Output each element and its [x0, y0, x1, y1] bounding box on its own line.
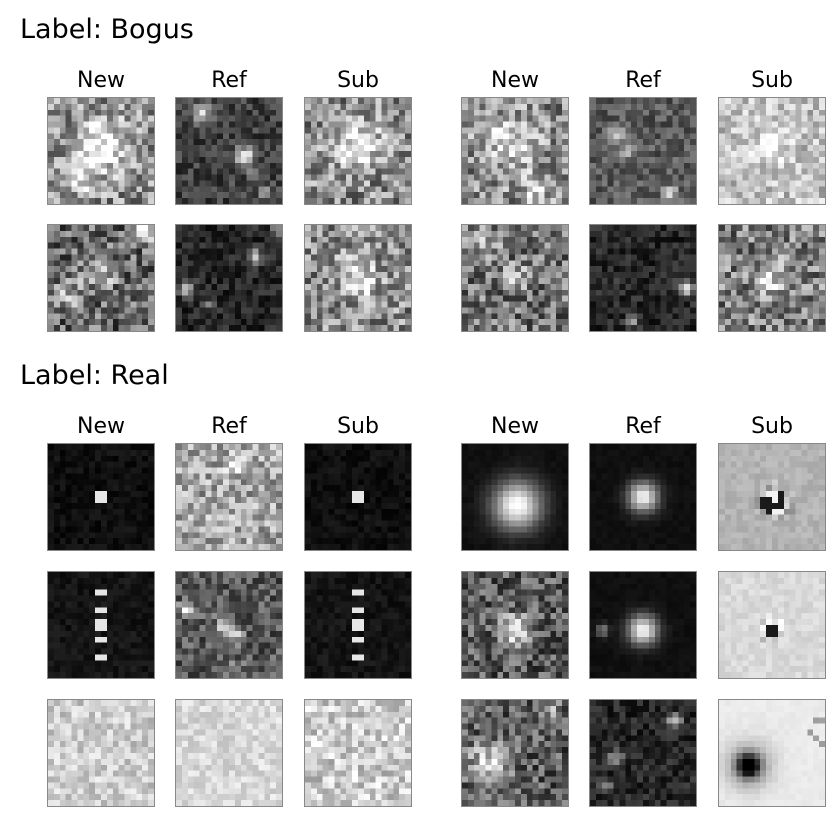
- image-stamp: [589, 224, 697, 332]
- image-stamp: [589, 97, 697, 205]
- stamp-pixels: [48, 444, 154, 550]
- column-label-sub: Sub: [337, 68, 379, 93]
- stamp-pixels: [590, 572, 696, 678]
- image-stamp: [718, 224, 826, 332]
- column-label-ref: Ref: [211, 68, 247, 93]
- stamp-pixels: [176, 700, 282, 806]
- stamp-pixels: [305, 700, 411, 806]
- image-stamp: [47, 97, 155, 205]
- stamp-pixels: [719, 98, 825, 204]
- stamp-pixels: [462, 572, 568, 678]
- image-stamp: [461, 571, 569, 679]
- stamp-pixels: [176, 444, 282, 550]
- stamp-pixels: [176, 572, 282, 678]
- stamp-pixels: [48, 700, 154, 806]
- column-label-sub: Sub: [337, 414, 379, 439]
- stamp-pixels: [719, 444, 825, 550]
- image-stamp: [461, 699, 569, 807]
- image-stamp: [718, 97, 826, 205]
- stamp-pixels: [719, 572, 825, 678]
- stamp-pixels: [305, 98, 411, 204]
- stamp-pixels: [48, 572, 154, 678]
- stamp-pixels: [590, 98, 696, 204]
- image-stamp: [175, 571, 283, 679]
- image-stamp: [304, 699, 412, 807]
- image-stamp: [47, 571, 155, 679]
- image-stamp: [461, 443, 569, 551]
- section-title-real: Label: Real: [20, 360, 169, 391]
- image-stamp: [589, 443, 697, 551]
- column-label-sub: Sub: [751, 414, 793, 439]
- column-label-ref: Ref: [211, 414, 247, 439]
- image-stamp: [718, 443, 826, 551]
- stamp-pixels: [48, 98, 154, 204]
- image-stamp: [461, 97, 569, 205]
- image-stamp: [589, 699, 697, 807]
- column-label-new: New: [491, 414, 539, 439]
- stamp-pixels: [590, 700, 696, 806]
- column-label-sub: Sub: [751, 68, 793, 93]
- image-stamp: [175, 699, 283, 807]
- stamp-pixels: [176, 98, 282, 204]
- image-stamp: [47, 443, 155, 551]
- image-stamp: [304, 571, 412, 679]
- stamp-pixels: [462, 444, 568, 550]
- image-stamp: [47, 699, 155, 807]
- image-stamp: [47, 224, 155, 332]
- image-stamp: [461, 224, 569, 332]
- stamp-pixels: [462, 225, 568, 331]
- stamp-pixels: [590, 225, 696, 331]
- image-stamp: [589, 571, 697, 679]
- stamp-pixels: [48, 225, 154, 331]
- image-stamp: [718, 571, 826, 679]
- image-stamp: [718, 699, 826, 807]
- column-label-new: New: [77, 68, 125, 93]
- column-label-ref: Ref: [625, 414, 661, 439]
- stamp-pixels: [305, 225, 411, 331]
- stamp-pixels: [305, 572, 411, 678]
- image-stamp: [304, 224, 412, 332]
- stamp-pixels: [590, 444, 696, 550]
- image-stamp: [175, 97, 283, 205]
- image-stamp: [175, 224, 283, 332]
- section-title-bogus: Label: Bogus: [20, 14, 194, 45]
- column-label-new: New: [491, 68, 539, 93]
- stamp-pixels: [176, 225, 282, 331]
- image-stamp: [304, 97, 412, 205]
- stamp-pixels: [462, 98, 568, 204]
- stamp-pixels: [305, 444, 411, 550]
- image-stamp: [304, 443, 412, 551]
- stamp-pixels: [719, 225, 825, 331]
- stamp-pixels: [462, 700, 568, 806]
- column-label-ref: Ref: [625, 68, 661, 93]
- image-stamp: [175, 443, 283, 551]
- stamp-pixels: [719, 700, 825, 806]
- column-label-new: New: [77, 414, 125, 439]
